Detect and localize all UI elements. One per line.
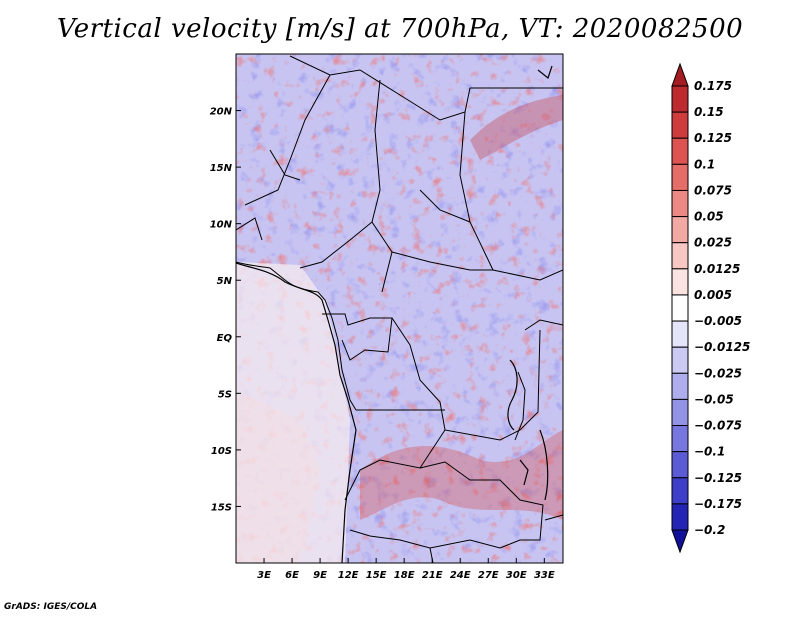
colorbar-swatch bbox=[671, 111, 689, 139]
country-borders bbox=[236, 55, 563, 563]
y-tick-label: 15N bbox=[210, 163, 233, 174]
colorbar-label: 0.0125 bbox=[694, 262, 740, 276]
x-tick-label: 27E bbox=[478, 570, 499, 581]
x-tick-label: 24E bbox=[450, 570, 471, 581]
y-tick-label: 15S bbox=[211, 502, 232, 513]
colorbar-label: −0.05 bbox=[694, 392, 734, 406]
colorbar-swatch bbox=[671, 216, 689, 244]
x-tick-label: 33E bbox=[534, 570, 555, 581]
colorbar-label: −0.2 bbox=[694, 523, 725, 537]
y-axis: 20N 15N 10N 5N EQ 5S 10S 15S bbox=[210, 107, 241, 513]
x-tick-label: 18E bbox=[394, 570, 415, 581]
y-tick-label: 5S bbox=[218, 389, 232, 400]
colorbar: 0.175 0.15 0.125 0.1 0.075 0.05 0.025 0.0125 0.0… bbox=[671, 62, 750, 554]
grads-credit: GrADS: IGES/COLA bbox=[4, 602, 98, 612]
coastlines bbox=[236, 65, 553, 563]
y-tick-label: 10N bbox=[210, 220, 233, 231]
colorbar-swatch bbox=[671, 451, 689, 479]
x-tick-label: 30E bbox=[506, 570, 527, 581]
colorbar-swatch bbox=[671, 346, 689, 374]
x-axis: 3E 6E 9E 12E 15E 18E 21E 24E 27E 30E 33E bbox=[257, 558, 555, 581]
colorbar-label: −0.125 bbox=[694, 471, 742, 485]
colorbar-swatch bbox=[671, 294, 689, 322]
colorbar-lower-triangle bbox=[671, 529, 689, 554]
colorbar-label: 0.125 bbox=[694, 131, 732, 145]
x-tick-label: 9E bbox=[313, 570, 327, 581]
colorbar-label: −0.075 bbox=[694, 419, 742, 433]
colorbar-swatch bbox=[671, 477, 689, 505]
x-tick-label: 12E bbox=[338, 570, 359, 581]
x-tick-label: 21E bbox=[422, 570, 443, 581]
y-tick-label: 10S bbox=[211, 446, 232, 457]
colorbar-swatch bbox=[671, 503, 689, 531]
x-tick-label: 6E bbox=[285, 570, 299, 581]
colorbar-swatch bbox=[671, 137, 689, 165]
colorbar-swatch bbox=[671, 372, 689, 400]
colorbar-label: −0.005 bbox=[694, 314, 742, 328]
colorbar-swatch bbox=[671, 242, 689, 270]
x-tick-label: 3E bbox=[257, 570, 271, 581]
colorbar-label: 0.075 bbox=[694, 183, 732, 197]
colorbar-label: −0.175 bbox=[694, 497, 742, 511]
vertical-velocity-field bbox=[236, 54, 563, 563]
chart-title: Vertical velocity [m/s] at 700hPa, VT: 2… bbox=[56, 14, 744, 44]
y-tick-label: 5N bbox=[217, 276, 233, 287]
colorbar-label: 0.175 bbox=[694, 79, 732, 93]
colorbar-label: 0.1 bbox=[694, 157, 715, 171]
colorbar-label: −0.1 bbox=[694, 445, 725, 459]
y-tick-label: 20N bbox=[210, 107, 233, 118]
colorbar-label: −0.0125 bbox=[694, 340, 750, 354]
colorbar-label: 0.05 bbox=[694, 210, 724, 224]
colorbar-label: 0.15 bbox=[694, 105, 724, 119]
colorbar-label: 0.025 bbox=[694, 236, 732, 250]
y-tick-label: EQ bbox=[217, 333, 233, 344]
colorbar-label: 0.005 bbox=[694, 288, 732, 302]
colorbar-swatch bbox=[671, 268, 689, 296]
plot-frame bbox=[235, 53, 564, 564]
x-tick-label: 15E bbox=[366, 570, 387, 581]
colorbar-swatch bbox=[671, 320, 689, 348]
colorbar-swatch bbox=[671, 425, 689, 453]
colorbar-swatch bbox=[671, 398, 689, 427]
colorbar-swatch bbox=[671, 189, 689, 218]
colorbar-label: −0.025 bbox=[694, 366, 742, 380]
colorbar-swatch bbox=[671, 85, 689, 113]
colorbar-upper-triangle bbox=[671, 62, 689, 87]
colorbar-swatch bbox=[671, 163, 689, 191]
